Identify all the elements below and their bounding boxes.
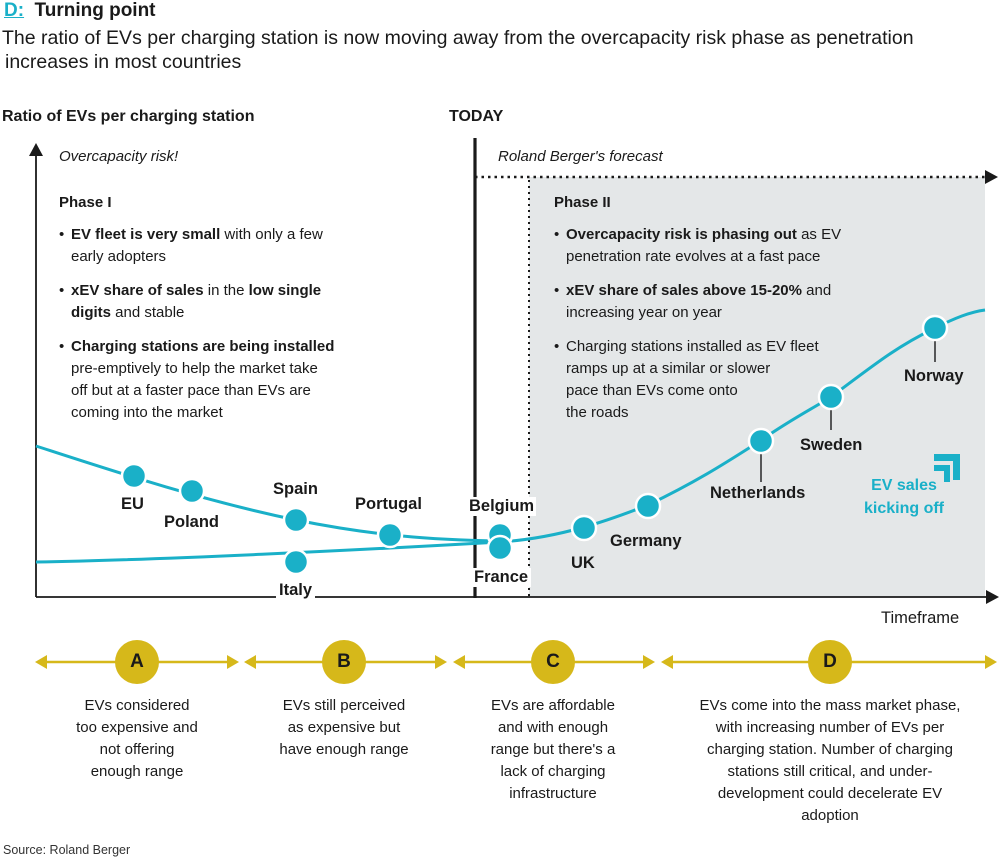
stage-d-arrow-left [661,655,673,669]
label-sweden: Sweden [800,436,863,454]
point-spain [282,506,310,534]
forecast-arrowhead [985,170,998,184]
subtitle-line-1: The ratio of EVs per charging station is… [2,27,914,49]
stage-b-arrow-right [435,655,447,669]
phase-2-block: Phase II Overcapacity risk is phasing ou… [554,194,874,436]
stage-a-arrow-left [35,655,47,669]
stage-b-text: EVs still perceived as expensive but hav… [279,697,409,758]
point-netherlands [747,427,775,455]
source-note: Source: Roland Berger [3,843,131,857]
y-axis-title: Ratio of EVs per charging station [2,108,255,125]
label-spain: Spain [273,480,318,498]
label-uk: UK [571,554,595,572]
point-norway [921,314,949,342]
stage-a-arrow-right [227,655,239,669]
stage-c-arrow-right [643,655,655,669]
x-axis-label: Timeframe [881,609,960,627]
stage-d-circle [808,640,852,684]
stage-b-letter: B [337,651,351,672]
phase-1-title: Phase I [59,194,112,211]
point-eu [120,462,148,490]
stage-c-text: EVs are affordable and with enough range… [490,697,616,802]
label-germany: Germany [610,532,682,550]
label-netherlands: Netherlands [710,484,806,502]
stage-b-circle [322,640,366,684]
label-eu: EU [121,495,144,513]
header: D: Turning point [4,0,156,22]
label-france: France [471,568,532,587]
subtitle: The ratio of EVs per charging station is… [2,26,1000,74]
stage-d-arrow-right [985,655,997,669]
point-uk [570,514,598,542]
lower-curve [35,308,986,564]
phase-2-bullet-2: xEV share of sales above 15-20% and incr… [554,280,874,324]
subtitle-line-2: increases in most countries [5,51,242,73]
phase-2-bullet-3: Charging stations installed as EV fleet … [554,336,874,424]
page-title: Turning point [34,0,156,21]
point-portugal [376,521,404,549]
point-germany [634,492,662,520]
ev-sales-arrow-icon [934,454,960,482]
stage-c-letter: C [546,651,560,672]
stage-a-circle [115,640,159,684]
label-belgium: Belgium [467,497,537,516]
stage-c-arrow-left [453,655,465,669]
phase-1-bullet-2: xEV share of sales in the low single dig… [59,280,359,324]
y-axis-arrowhead [29,143,43,156]
ev-sales-label: EV sales kicking off [863,477,944,517]
x-axis-arrowhead [986,590,999,604]
phase-1-bullet-3: Charging stations are being installed pr… [59,336,359,424]
point-poland [178,477,206,505]
label-poland: Poland [164,513,220,531]
today-label: TODAY [449,108,504,125]
overcapacity-label: Overcapacity risk! [59,148,179,165]
phase-2-bullet-1: Overcapacity risk is phasing out as EV p… [554,224,874,268]
stage-d-text: EVs come into the mass market phase, wit… [699,697,961,824]
section-letter: D: [4,0,25,21]
stage-a-text: EVs considered too expensive and not off… [76,697,198,780]
upper-curve [35,444,501,543]
label-portugal: Portugal [355,495,422,513]
point-france [486,534,514,562]
point-italy [282,548,310,576]
phase-1-block: Phase I EV fleet is very small with only… [59,194,359,436]
stage-d-letter: D [823,651,837,672]
phase-2-title: Phase II [554,194,611,211]
stage-b-arrow-left [244,655,256,669]
forecast-label: Roland Berger's forecast [498,148,663,165]
label-norway: Norway [904,367,964,385]
label-italy: Italy [276,581,316,600]
stage-c-circle [531,640,575,684]
stage-a-letter: A [130,651,144,672]
phase-1-bullet-1: EV fleet is very small with only a few e… [59,224,359,268]
